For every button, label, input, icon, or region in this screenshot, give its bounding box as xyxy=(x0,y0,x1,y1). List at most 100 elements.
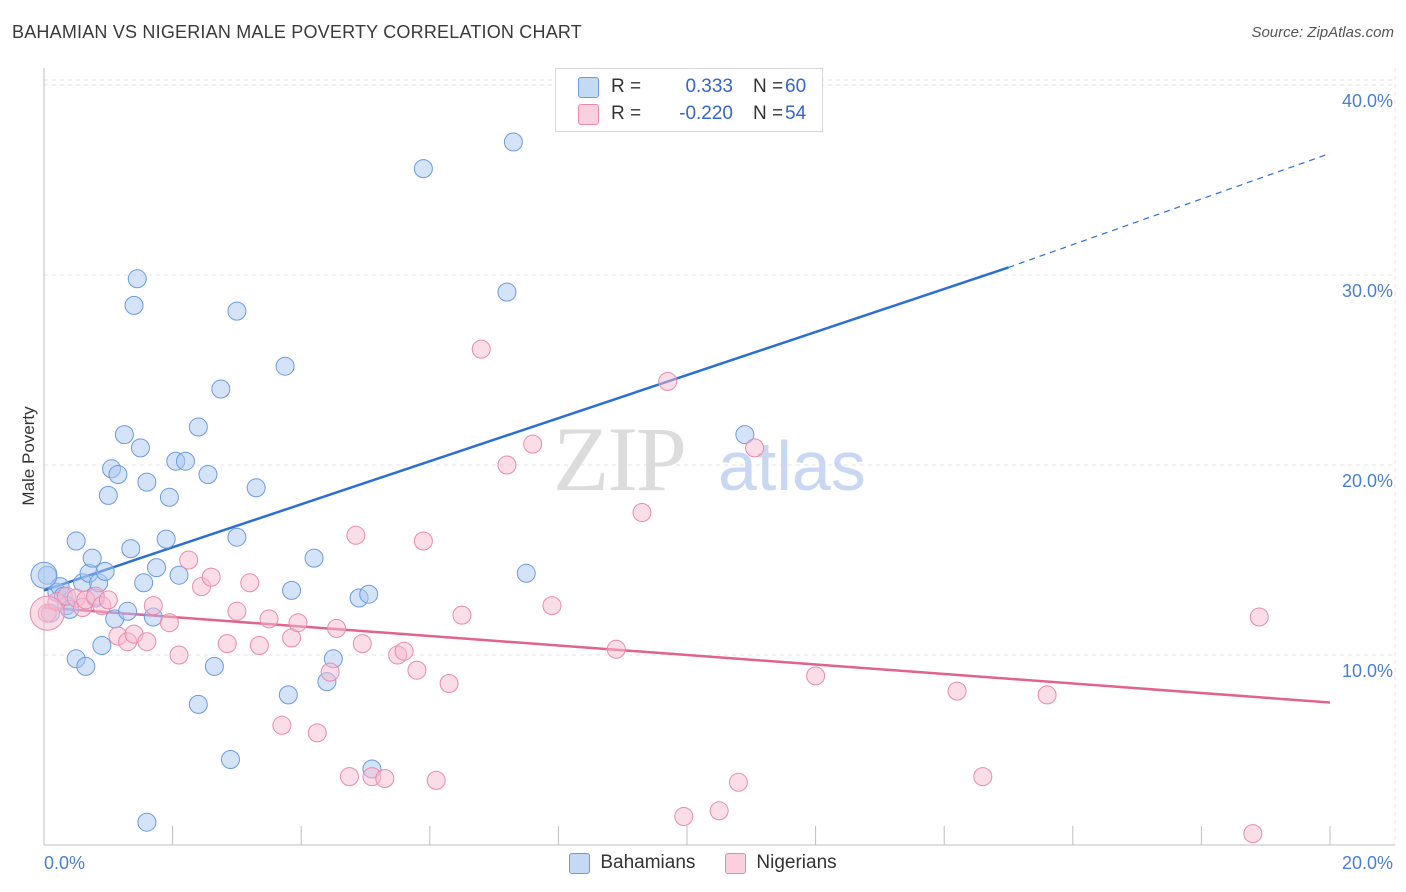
bahamian-point xyxy=(118,601,138,621)
bahamian-point xyxy=(98,485,118,505)
bahamian-point xyxy=(124,295,144,315)
nigerian-point xyxy=(137,632,157,652)
bahamian-point xyxy=(147,558,167,578)
legend-item-nigerians[interactable]: Nigerians xyxy=(725,852,837,874)
nigerian-point xyxy=(658,371,678,391)
bahamian-point xyxy=(204,656,224,676)
source-credit: Source: ZipAtlas.com xyxy=(1251,24,1394,41)
legend-swatch-bahamians xyxy=(569,852,591,874)
legend-r-value: 0.333 xyxy=(685,76,733,97)
nigerian-point xyxy=(259,609,279,629)
nigerian-point xyxy=(320,662,340,682)
nigerian-point xyxy=(159,613,179,633)
bahamian-point xyxy=(198,465,218,484)
watermark-zip: ZIP xyxy=(553,408,685,510)
nigerian-point xyxy=(426,770,446,790)
bahamian-point xyxy=(66,531,86,551)
y-axis-label: Male Poverty xyxy=(19,406,38,506)
nigerian-point xyxy=(240,573,260,593)
bahamian-point xyxy=(188,417,208,437)
bahamian-point xyxy=(134,573,154,593)
nigerian-point xyxy=(471,339,491,359)
bahamian-point xyxy=(246,478,266,498)
nigerian-point xyxy=(606,639,626,659)
bahamian-point xyxy=(137,472,157,492)
bahamian-point xyxy=(275,356,295,376)
bahamian-point xyxy=(304,548,324,568)
nigerian-point xyxy=(497,455,517,475)
nigerian-point xyxy=(1037,685,1057,705)
nigerian-point xyxy=(143,596,163,616)
nigerian-point xyxy=(29,595,65,631)
nigerian-point xyxy=(1249,607,1269,627)
bahamian-point xyxy=(735,425,755,445)
bahamian-point xyxy=(227,301,247,321)
nigerian-point xyxy=(346,525,366,545)
bahamian-point xyxy=(227,527,247,547)
y-tick-label: 10.0% xyxy=(1342,661,1393,681)
tick-labels: 10.0% 20.0% 30.0% 40.0% 0.0% 20.0% xyxy=(44,91,1393,873)
nigerian-point xyxy=(632,503,652,522)
data-points xyxy=(29,132,1269,844)
trend-lines xyxy=(43,152,1331,704)
nigerian-point xyxy=(674,807,694,826)
y-tick-label: 40.0% xyxy=(1342,91,1393,111)
nigerian-point xyxy=(217,634,237,654)
bahamian-point xyxy=(516,563,536,583)
bahamian-point xyxy=(497,282,517,302)
legend-r-value: -0.220 xyxy=(679,103,733,124)
nigerian-point xyxy=(288,613,308,633)
bahamian-point xyxy=(130,438,150,458)
bahamian-point xyxy=(413,159,433,179)
axes xyxy=(43,68,1395,846)
bahamian-point xyxy=(95,561,115,581)
nigerian-point xyxy=(523,434,543,454)
chart-title: BAHAMIAN VS NIGERIAN MALE POVERTY CORREL… xyxy=(12,22,582,42)
bahamian-point xyxy=(169,565,189,585)
bahamian-point xyxy=(121,539,141,559)
legend-swatch-bahamians xyxy=(578,76,599,98)
legend-n-label: N = xyxy=(753,76,784,97)
bahamian-point xyxy=(92,636,112,655)
legend-row-bahamians: R = 0.333 N = 60 xyxy=(578,74,806,100)
legend-swatch-nigerians xyxy=(725,852,747,874)
bahamian-point xyxy=(211,379,231,399)
nigerian-point xyxy=(745,438,765,458)
nigerian-point xyxy=(709,801,729,821)
nigerian-trend-line xyxy=(43,606,1331,704)
nigerian-point xyxy=(272,715,292,735)
legend-r-label: R = xyxy=(611,76,642,97)
nigerian-point xyxy=(1243,824,1263,844)
legend-r-label: R = xyxy=(611,103,642,124)
bahamian-point xyxy=(188,694,208,714)
bahamian-trend-extension xyxy=(1008,152,1331,268)
bahamian-point xyxy=(503,132,523,152)
bahamian-point xyxy=(108,465,128,484)
bahamian-point xyxy=(114,425,134,445)
bahamian-point xyxy=(220,750,240,769)
legend-n-label: N = xyxy=(753,103,784,124)
nigerian-point xyxy=(98,590,118,610)
legend-n-value: 54 xyxy=(785,103,807,124)
nigerian-point xyxy=(973,767,993,787)
y-tick-label: 20.0% xyxy=(1342,471,1393,491)
legend-label-bahamians: Bahamians xyxy=(600,852,696,873)
legend-item-bahamians[interactable]: Bahamians xyxy=(569,852,695,874)
nigerian-point xyxy=(806,666,826,686)
x-tick-label: 0.0% xyxy=(44,853,85,873)
correlation-legend: R = 0.333 N = 60 R = -0.220 N = 54 xyxy=(555,68,823,132)
nigerian-point xyxy=(327,618,347,638)
legend-swatch-nigerians xyxy=(578,103,599,125)
legend-n-value: 60 xyxy=(785,76,807,97)
nigerian-point xyxy=(394,641,414,661)
nigerian-point xyxy=(179,550,199,570)
bahamian-trend-line xyxy=(43,266,1009,592)
bahamian-point xyxy=(278,685,298,705)
bahamian-point xyxy=(159,487,179,507)
nigerian-point xyxy=(227,601,247,621)
bahamian-point xyxy=(137,812,157,832)
y-tick-label: 30.0% xyxy=(1342,281,1393,301)
bahamian-point xyxy=(359,584,379,604)
bahamian-point xyxy=(76,656,96,676)
